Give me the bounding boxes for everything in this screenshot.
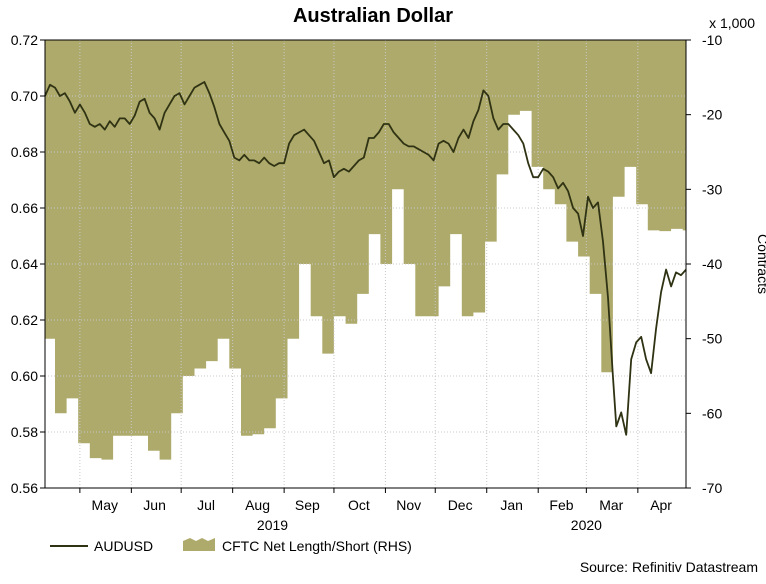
month-label: Oct: [348, 497, 370, 513]
left-tick-label: 0.64: [11, 256, 38, 272]
left-tick-label: 0.62: [11, 312, 38, 328]
month-label: Sep: [295, 497, 320, 513]
left-tick-label: 0.70: [11, 88, 38, 104]
source-note: Source: Refinitiv Datastream: [580, 559, 758, 575]
left-tick-label: 0.58: [11, 424, 38, 440]
month-label: Apr: [650, 497, 672, 513]
right-tick-label: -30: [702, 181, 722, 197]
month-label: Jul: [197, 497, 215, 513]
right-axis-label: Contracts: [755, 234, 766, 294]
right-tick-label: -50: [702, 331, 722, 347]
left-tick-label: 0.72: [11, 32, 38, 48]
gridlines: [45, 40, 686, 488]
legend-area-swatch: [183, 538, 215, 551]
left-tick-label: 0.60: [11, 368, 38, 384]
month-label: Feb: [549, 497, 573, 513]
month-label: Dec: [448, 497, 473, 513]
year-label: 2020: [571, 517, 602, 533]
cftc-area: [45, 40, 686, 460]
right-tick-label: -60: [702, 405, 722, 421]
month-label: Mar: [599, 497, 623, 513]
axes: 0.72 0.70 0.68 0.66 0.64 0.62 0.60 0.58 0.56 -10 -…: [11, 32, 723, 533]
left-tick-label: 0.68: [11, 144, 38, 160]
legend-area-label: CFTC Net Length/Short (RHS): [222, 538, 412, 554]
month-label: Aug: [245, 497, 270, 513]
audusd-line: [44, 81, 687, 436]
audusd-line-series: [44, 81, 687, 436]
month-label: Jan: [500, 497, 523, 513]
month-label: May: [92, 497, 118, 513]
legend-line-label: AUDUSD: [94, 538, 153, 554]
month-label: Nov: [396, 497, 421, 513]
legend: AUDUSD CFTC Net Length/Short (RHS): [50, 538, 412, 554]
cftc-area-series: [45, 40, 686, 460]
right-tick-label: -20: [702, 107, 722, 123]
left-tick-label: 0.56: [11, 480, 38, 496]
right-tick-label: -70: [702, 480, 722, 496]
left-tick-label: 0.66: [11, 200, 38, 216]
right-tick-label: -40: [702, 256, 722, 272]
chart-title: Australian Dollar: [293, 5, 453, 27]
units-label: x 1,000: [709, 15, 755, 31]
month-label: Jun: [143, 497, 166, 513]
year-label: 2019: [257, 517, 288, 533]
right-tick-label: -10: [702, 32, 722, 48]
